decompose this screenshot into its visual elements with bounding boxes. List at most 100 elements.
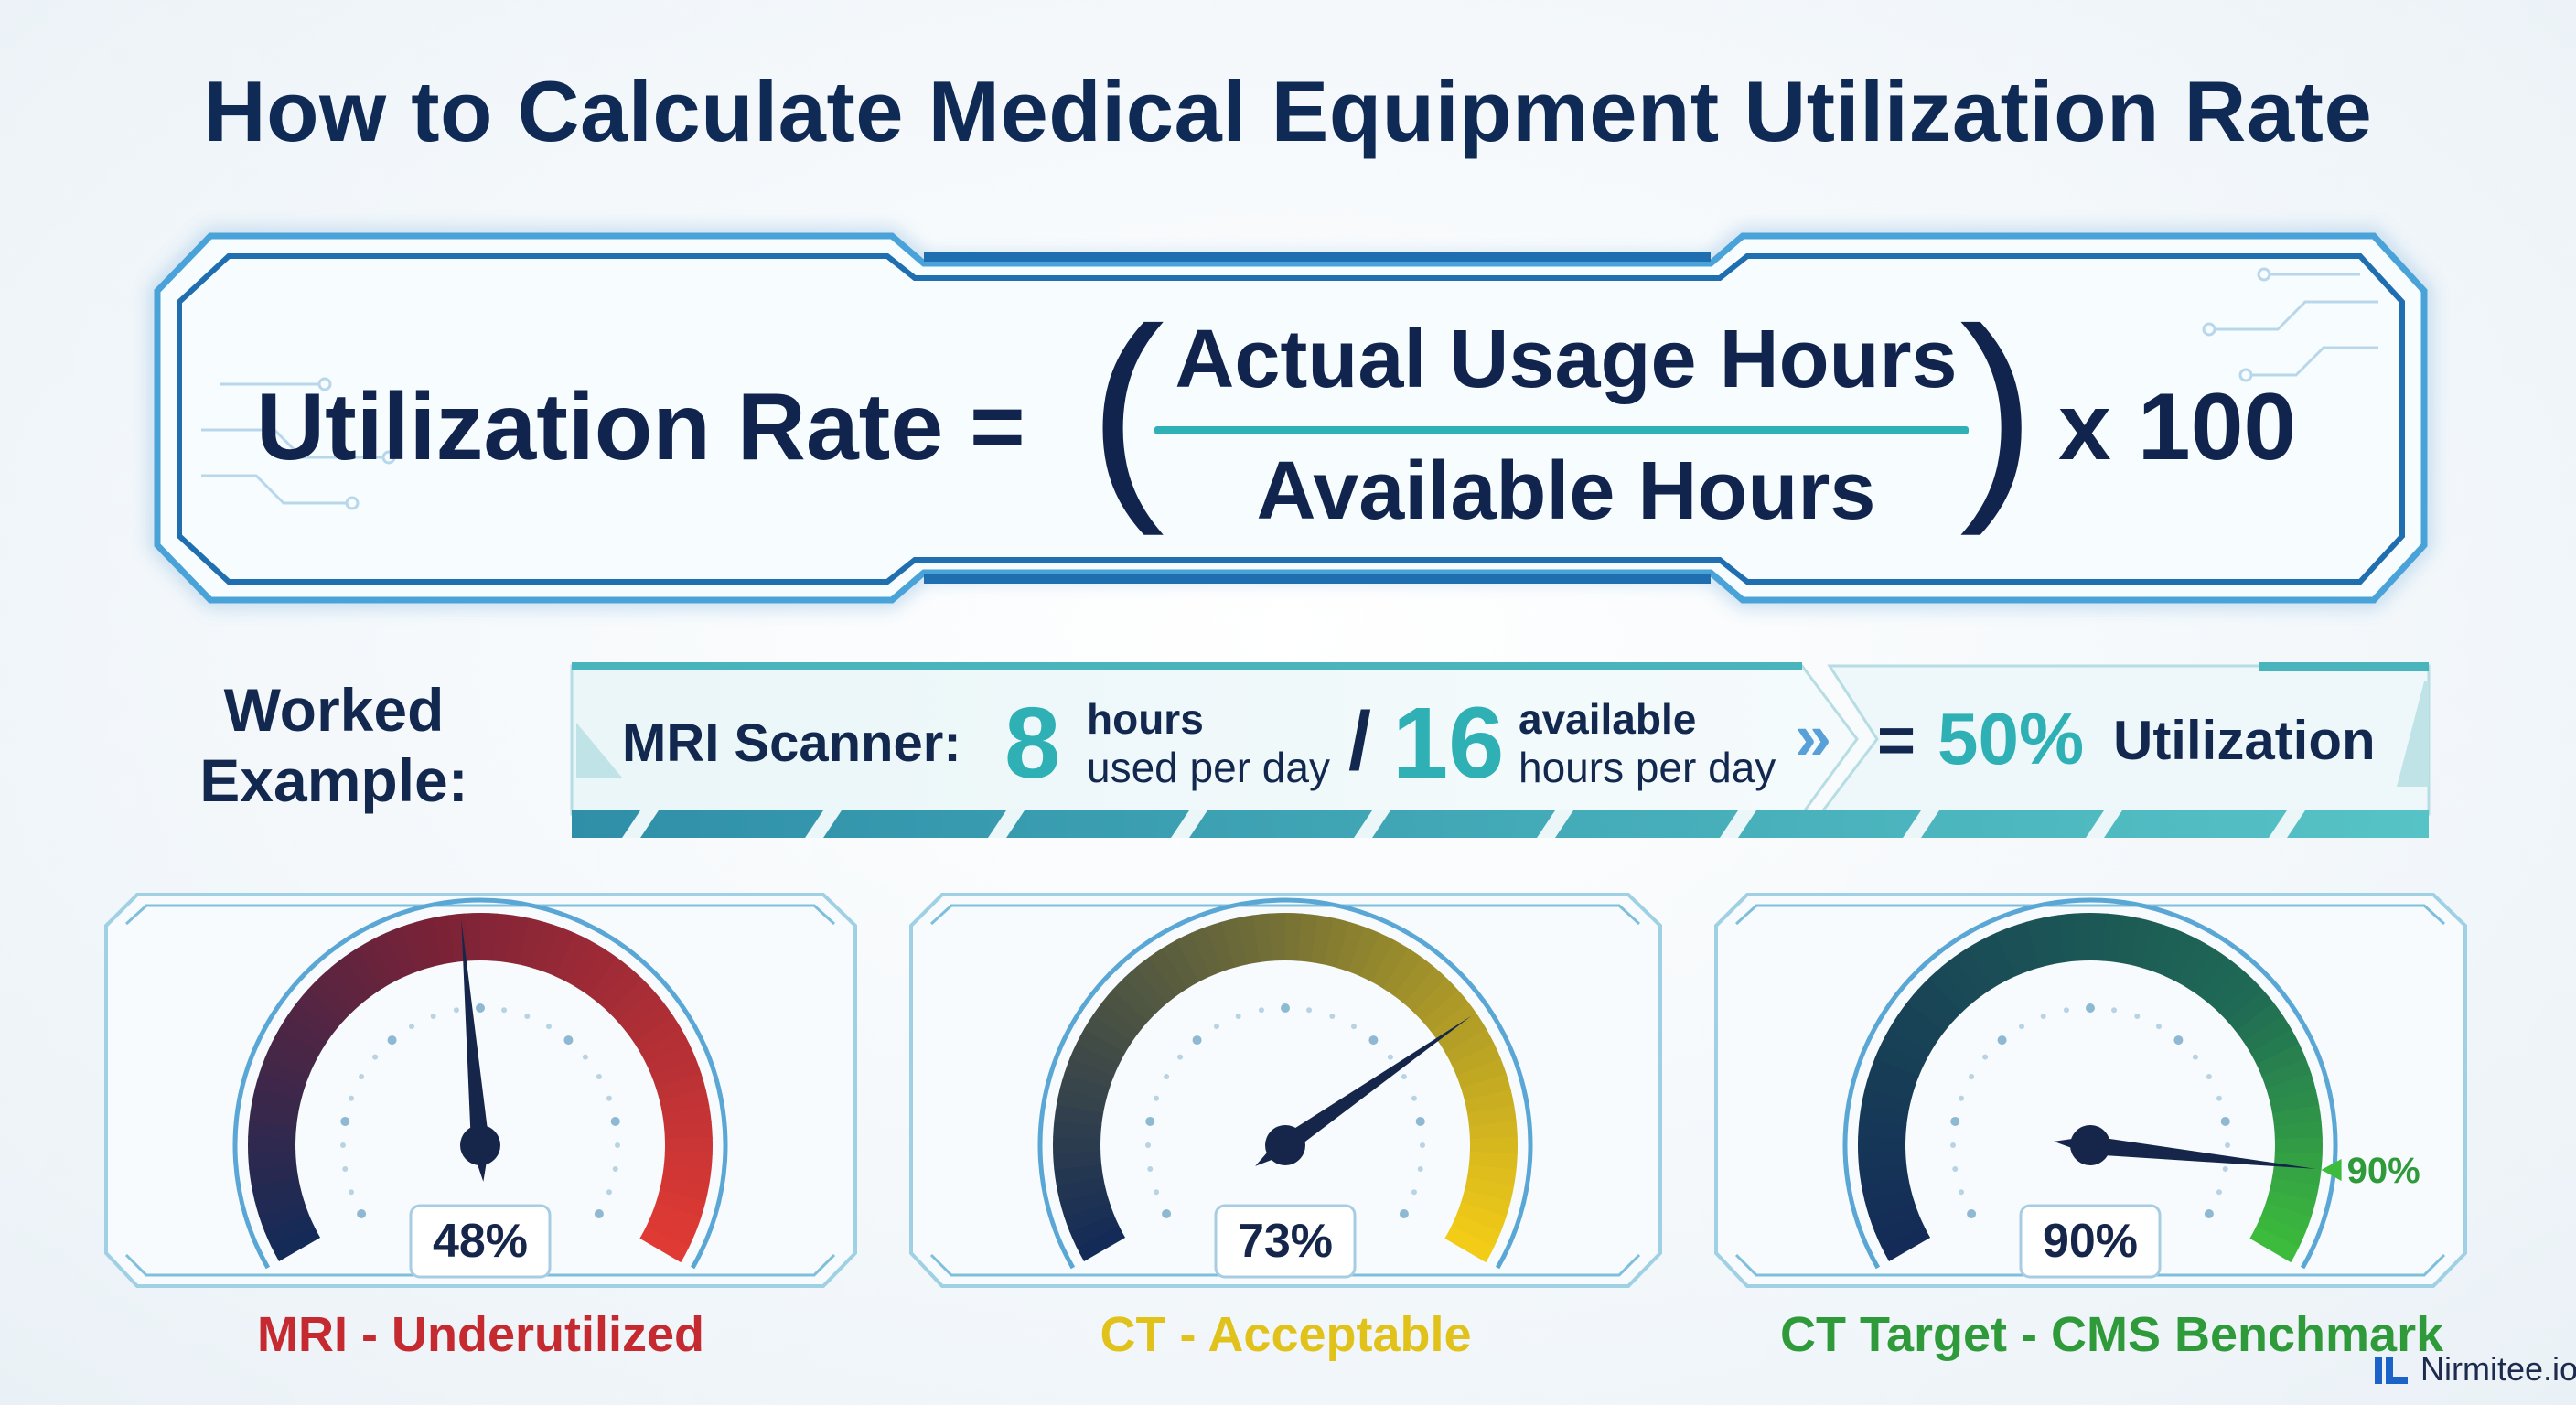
gauge-tick xyxy=(1164,1074,1170,1079)
gauge-arc-segment xyxy=(1076,1027,1126,1065)
gauge-arc-segment xyxy=(259,1201,309,1233)
gauge-arc-segment xyxy=(251,1088,302,1114)
gauge-arc-segment xyxy=(2198,957,2241,1005)
gauge-arc-segment xyxy=(1461,1073,1511,1102)
gauge-value-label: 90% xyxy=(2043,1215,2138,1268)
gauge-tick xyxy=(501,1007,508,1014)
gauge-arc-segment xyxy=(1873,1213,1925,1248)
gauge-tick xyxy=(2204,1209,2214,1218)
gauge-arc-segment xyxy=(2266,1073,2316,1102)
gauge-arc-segment xyxy=(415,917,444,968)
gauge-arc-segment xyxy=(259,1056,310,1089)
gauge-arc-segment xyxy=(2025,917,2054,968)
gauge-arc-segment xyxy=(2271,1104,2322,1128)
gauge-tick xyxy=(582,1054,588,1060)
gauge-value-plate xyxy=(1214,1204,1357,1279)
gauge-arc-segment xyxy=(1967,939,2005,989)
gauge-tick xyxy=(1411,1095,1417,1101)
arrow-icon: » xyxy=(1795,701,1832,774)
brand-logo: Nirmitee.io xyxy=(2373,1350,2576,1389)
worked-example-banner xyxy=(570,662,2431,838)
gauge-arc-segment xyxy=(617,990,664,1033)
gauge-tick xyxy=(342,1166,349,1173)
gauge-arc-segment xyxy=(1413,978,1459,1023)
gauge-arc-segment xyxy=(626,1002,674,1044)
gauge-arc-segment xyxy=(1869,1201,1919,1233)
gauge-arc-segment xyxy=(251,1175,302,1202)
gauge-tick xyxy=(564,1035,574,1046)
equals-sign: = xyxy=(1877,704,1916,778)
gauge-tick xyxy=(1306,1007,1313,1014)
formula-open-paren: ( xyxy=(1089,281,1165,536)
gauge-arc-segment xyxy=(663,1121,713,1141)
gauge-arc-segment xyxy=(542,927,576,977)
gauge-tick xyxy=(1235,1014,1241,1020)
gauge-arc-segment xyxy=(1995,926,2029,977)
gauge-value-label: 48% xyxy=(433,1215,528,1268)
gauge-tick xyxy=(606,1095,612,1101)
gauge-arc-segment xyxy=(479,912,499,961)
gauge-tick xyxy=(1351,1024,1357,1030)
gauge-tick xyxy=(1154,1095,1160,1101)
gauge-tick xyxy=(1162,1209,1172,1218)
used-hours-unit-line1: hours xyxy=(1087,695,1204,743)
gauge-arc-segment xyxy=(1056,1175,1107,1202)
gauge-arc-segment xyxy=(1252,913,1274,962)
gauge-arc-segment xyxy=(2164,932,2201,983)
gauge-arc-segment xyxy=(432,915,456,965)
gauge-arc-segment xyxy=(1889,1014,1938,1054)
gauge-arc-segment xyxy=(492,913,514,963)
gauge-arc-segment xyxy=(1135,956,1178,1004)
gauge-arc-segment xyxy=(1861,1175,1912,1202)
gauge-needle xyxy=(461,918,489,1182)
gauge-arc-segment xyxy=(1928,966,1973,1013)
gauge-tick xyxy=(1997,1035,2007,1046)
gauge-arc-segment xyxy=(1054,1103,1104,1127)
gauge-arc-segment xyxy=(357,939,395,989)
gauge-needle xyxy=(2054,1136,2316,1169)
gauge-arc-segment xyxy=(1940,956,1983,1004)
gauge-tick xyxy=(2225,1142,2230,1148)
gauge-arc-segment xyxy=(1917,977,1963,1023)
available-hours-value: 16 xyxy=(1392,687,1505,799)
gauge-arc-segment xyxy=(401,921,431,972)
gauge-arc-segment xyxy=(2011,921,2041,972)
gauge-arc-segment xyxy=(2187,948,2228,997)
gauge-tick xyxy=(594,1209,604,1218)
gauge-tick xyxy=(1368,1035,1379,1046)
gauge-arc-segment xyxy=(1468,1121,1518,1141)
gauge-caption-1: MRI - Underutilized xyxy=(257,1307,704,1362)
gauge-arc-segment xyxy=(1464,1089,1515,1115)
gauge-arc-segment xyxy=(2218,978,2264,1023)
gauge-arc-segment xyxy=(1347,927,1381,977)
gauge-arc-segment xyxy=(447,913,469,962)
gauge-tick xyxy=(372,1054,379,1060)
gauge-tick xyxy=(1154,1189,1160,1196)
gauge-tick xyxy=(2206,1074,2212,1079)
gauge-arc-segment xyxy=(1864,1072,1916,1101)
gauge-rim xyxy=(1842,897,2338,1270)
gauge-arc-segment xyxy=(1175,932,1212,982)
gauge-arc-segment xyxy=(661,1164,712,1187)
gauge-rim xyxy=(232,897,728,1270)
gauge-arc-segment xyxy=(1069,1042,1121,1077)
gauge-arc-segment xyxy=(2089,912,2109,961)
gauge-arc-segment xyxy=(656,1073,706,1102)
gauge-value-label: 73% xyxy=(1238,1215,1333,1268)
gauge-arc-segment xyxy=(2255,1214,2306,1249)
gauge-arc-segment xyxy=(645,1214,696,1249)
gauge-tick xyxy=(1281,1003,1290,1013)
gauge-arc-segment xyxy=(2243,1014,2292,1055)
gauge-hub xyxy=(1265,1125,1305,1165)
gauge-arc-segment xyxy=(1310,915,1336,965)
gauge-tick xyxy=(340,1142,346,1148)
gauge-arc-segment xyxy=(271,1027,321,1065)
gauge-tick xyxy=(1329,1014,1336,1020)
gauge-arc-segment xyxy=(1059,1072,1111,1101)
gauge-tick xyxy=(2019,1024,2024,1030)
gauge-arc-segment xyxy=(1864,1188,1915,1217)
gauge-2: 73% xyxy=(1037,897,1533,1279)
gauge-arc-segment xyxy=(1466,1164,1517,1187)
gauge-arc-segment xyxy=(287,1001,336,1043)
gauge-arc-segment xyxy=(1148,947,1189,996)
